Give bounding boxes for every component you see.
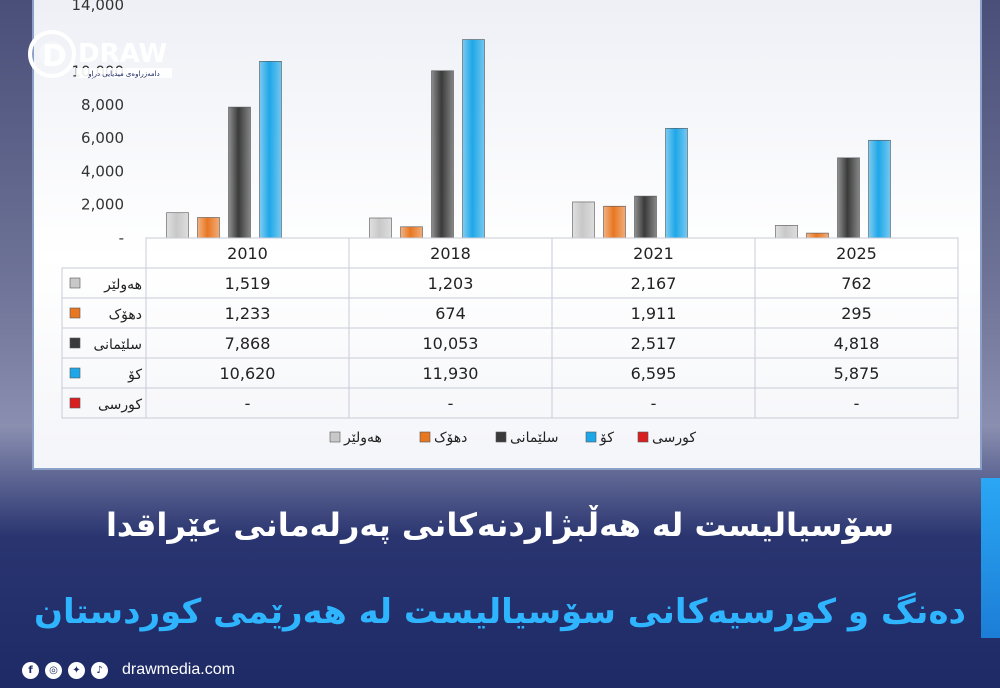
- subheadline: دەنگ و کورسیەکانی سۆسیالیست لە هەرێمی کو…: [34, 592, 966, 632]
- chart-panel: -2,0004,0006,0008,00010,00014,0002010201…: [32, 0, 982, 470]
- series-name: کورسی: [98, 397, 142, 413]
- data-label: 10,620: [220, 364, 276, 383]
- website-link[interactable]: drawmedia.com: [122, 661, 235, 678]
- bar: [369, 217, 392, 239]
- bar: [166, 212, 189, 239]
- bar: [431, 70, 454, 239]
- twitter-icon[interactable]: ✦: [68, 661, 85, 679]
- y-tick-label: 4,000: [81, 162, 124, 180]
- data-label: -: [651, 394, 657, 413]
- y-tick-label: -: [119, 229, 124, 247]
- bar: [837, 157, 860, 239]
- legend-swatch: [329, 431, 341, 443]
- legend-label: کورسی: [652, 430, 696, 446]
- data-label: 1,911: [631, 304, 677, 323]
- accent-bar: [981, 478, 1000, 638]
- bar: [572, 201, 595, 239]
- bar: [806, 232, 829, 239]
- legend-label: دهۆک: [434, 430, 467, 446]
- category-label: 2018: [430, 244, 471, 263]
- legend-key: [69, 397, 81, 409]
- y-tick-label: 2,000: [81, 196, 124, 214]
- data-label: 2,517: [631, 334, 677, 353]
- data-label: -: [854, 394, 860, 413]
- category-label: 2025: [836, 244, 877, 263]
- data-label: 1,519: [225, 274, 271, 293]
- legend-swatch: [419, 431, 431, 443]
- bar: [462, 39, 485, 239]
- legend-key: [69, 337, 81, 349]
- bar: [400, 226, 423, 239]
- svg-text:D: D: [42, 39, 67, 74]
- table-row: [61, 267, 959, 299]
- data-label: 1,233: [225, 304, 271, 323]
- draw-logo: D DRAW دامەزراوەی میدیایی دراو: [28, 30, 172, 78]
- series-name: دهۆک: [109, 307, 142, 323]
- y-tick-label: 14,000: [72, 0, 125, 14]
- legend-swatch: [585, 431, 597, 443]
- legend-swatch: [637, 431, 649, 443]
- data-label: 762: [841, 274, 872, 293]
- legend-label: هەولێر: [343, 430, 382, 446]
- y-tick-label: 6,000: [81, 129, 124, 147]
- legend-label: کۆ: [599, 430, 614, 446]
- facebook-icon[interactable]: f: [22, 661, 39, 679]
- bar: [603, 205, 626, 239]
- bar: [197, 217, 220, 239]
- data-label: 4,818: [834, 334, 880, 353]
- data-label: 1,203: [428, 274, 474, 293]
- svg-text:DRAW: DRAW: [78, 39, 167, 69]
- bar: [634, 195, 657, 239]
- data-label: 674: [435, 304, 466, 323]
- bar-chart: -2,0004,0006,0008,00010,00014,0002010201…: [61, 0, 959, 446]
- category-label: 2021: [633, 244, 674, 263]
- bar: [868, 139, 891, 239]
- footer: f ◎ ✦ ♪ drawmedia.com: [22, 658, 235, 682]
- legend-label: سلێمانی: [510, 430, 559, 446]
- legend-swatch: [495, 431, 507, 443]
- table-row: [61, 387, 959, 419]
- data-label: -: [245, 394, 251, 413]
- legend-key: [69, 277, 81, 289]
- bar: [665, 127, 688, 239]
- legend-key: [69, 307, 81, 319]
- series-name: هەولێر: [103, 277, 142, 293]
- data-label: 7,868: [225, 334, 271, 353]
- table-row: [61, 357, 959, 389]
- data-label: 6,595: [631, 364, 677, 383]
- bar: [228, 106, 251, 239]
- data-label: -: [448, 394, 454, 413]
- data-label: 2,167: [631, 274, 677, 293]
- category-label: 2010: [227, 244, 268, 263]
- data-label: 10,053: [423, 334, 479, 353]
- legend-key: [69, 367, 81, 379]
- table-row: [61, 297, 959, 329]
- svg-text:دامەزراوەی میدیایی دراو: دامەزراوەی میدیایی دراو: [87, 70, 159, 78]
- instagram-icon[interactable]: ◎: [45, 661, 62, 679]
- data-label: 295: [841, 304, 872, 323]
- data-label: 5,875: [834, 364, 880, 383]
- data-label: 11,930: [423, 364, 479, 383]
- series-name: سلێمانی: [93, 337, 142, 353]
- y-tick-label: 8,000: [81, 96, 124, 114]
- tiktok-icon[interactable]: ♪: [91, 661, 108, 679]
- table-row: [61, 327, 959, 359]
- bar: [259, 61, 282, 239]
- bar: [775, 225, 798, 239]
- headline: سۆسیالیست لە هەڵبژاردنەکانی پەرلەمانی عێ…: [105, 506, 895, 544]
- series-name: کۆ: [127, 367, 142, 383]
